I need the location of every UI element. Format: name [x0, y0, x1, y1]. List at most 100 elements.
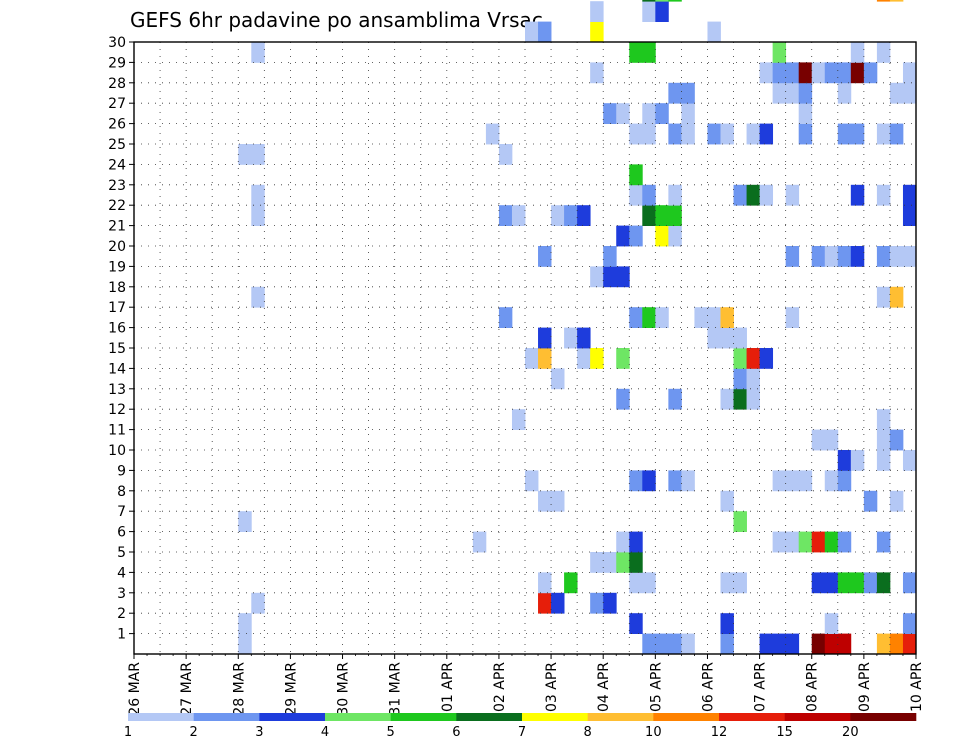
x-tick-label: 09 APR — [857, 662, 873, 712]
colorbar-label: 15 — [776, 725, 793, 740]
ensemble-cell — [629, 164, 643, 186]
ensemble-cell — [642, 123, 656, 145]
y-tick-label: 9 — [117, 463, 126, 479]
ensemble-cell — [720, 327, 734, 349]
ensemble-cell — [902, 246, 917, 267]
colorbar-swatch — [456, 713, 523, 721]
ensemble-cell — [876, 633, 891, 655]
ensemble-cell — [616, 531, 630, 553]
ensemble-cell — [655, 225, 669, 247]
y-tick-label: 10 — [108, 443, 126, 459]
x-tick-label: 26 MAR — [127, 662, 143, 716]
ensemble-cell — [681, 123, 695, 145]
ensemble-cell — [538, 490, 552, 512]
ensemble-cell — [498, 144, 513, 165]
x-tick-label: 04 APR — [596, 662, 612, 712]
ensemble-cell — [733, 348, 747, 369]
ensemble-cell — [616, 225, 630, 247]
ensemble-cell — [642, 470, 656, 492]
ensemble-cell — [785, 531, 800, 553]
colorbar-label: 8 — [584, 725, 592, 740]
y-tick-label: 21 — [108, 219, 126, 235]
ensemble-cell — [785, 633, 800, 655]
ensemble-cell — [551, 592, 565, 614]
ensemble-cell — [811, 531, 826, 553]
ensemble-cell — [733, 572, 747, 594]
ensemble-cell — [889, 0, 904, 2]
ensemble-cell — [824, 429, 839, 451]
ensemble-cell — [876, 409, 891, 430]
x-tick-label: 07 APR — [753, 662, 769, 712]
y-tick-label: 25 — [108, 137, 126, 153]
ensemble-cell — [590, 21, 604, 43]
ensemble-cell — [863, 572, 878, 594]
ensemble-cell — [642, 633, 656, 655]
ensemble-cell — [863, 490, 878, 512]
y-tick-label: 19 — [108, 259, 126, 275]
ensemble-cell — [564, 205, 578, 226]
ensemble-cell — [511, 409, 526, 430]
ensemble-cell — [538, 327, 552, 349]
ensemble-cell — [733, 184, 747, 206]
ensemble-cell — [876, 429, 891, 451]
ensemble-cell — [837, 531, 852, 553]
ensemble-cell — [629, 225, 643, 247]
ensemble-cell — [772, 42, 787, 63]
ensemble-cell — [616, 552, 630, 573]
ensemble-cell — [590, 552, 604, 573]
ensemble-cell — [551, 205, 565, 226]
ensemble-cell — [681, 633, 695, 655]
ensemble-cell — [668, 205, 682, 226]
ensemble-cell — [603, 246, 617, 267]
ensemble-cell — [642, 0, 656, 2]
ensemble-cell — [785, 246, 800, 267]
ensemble-cell — [238, 511, 252, 532]
ensemble-cell — [850, 184, 865, 206]
ensemble-cell — [889, 246, 904, 267]
ensemble-cell — [720, 572, 734, 594]
ensemble-cell — [668, 225, 682, 247]
ensemble-cell — [824, 246, 839, 267]
ensemble-cell — [681, 103, 695, 124]
ensemble-cell — [603, 266, 617, 288]
colorbar-swatch — [259, 713, 326, 721]
ensemble-cell — [720, 307, 734, 328]
ensemble-cell — [876, 450, 891, 471]
ensemble-cell — [642, 572, 656, 594]
ensemble-cell — [525, 21, 539, 43]
y-tick-label: 14 — [108, 361, 126, 377]
y-tick-label: 30 — [108, 35, 126, 51]
ensemble-cell — [837, 123, 852, 145]
ensemble-cell — [902, 82, 917, 104]
ensemble-cell — [798, 531, 813, 553]
y-axis: 1234567891011121314151617181920212223242… — [108, 35, 134, 643]
ensemble-cell — [590, 592, 604, 614]
ensemble-cell — [902, 572, 917, 594]
ensemble-cell — [837, 633, 852, 655]
ensemble-cell — [707, 21, 721, 43]
ensemble-cell — [837, 82, 852, 104]
colorbar-label: 5 — [387, 725, 395, 740]
ensemble-cell — [577, 205, 591, 226]
ensemble-cell — [811, 572, 826, 594]
ensemble-cell — [759, 184, 774, 206]
colorbar-swatch — [193, 713, 260, 721]
ensemble-cell — [746, 123, 760, 145]
ensemble-cell — [889, 82, 904, 104]
ensemble-cell — [251, 42, 265, 63]
ensemble-cell — [238, 613, 252, 634]
ensemble-cell — [889, 490, 904, 512]
ensemble-cell — [642, 184, 656, 206]
ensemble-cell — [538, 246, 552, 267]
ensemble-cell — [616, 103, 630, 124]
x-tick-label: 02 APR — [492, 662, 508, 712]
ensemble-cell — [746, 388, 760, 410]
ensemble-cell — [902, 184, 917, 206]
colorbar-label: 2 — [190, 725, 198, 740]
x-tick-label: 28 MAR — [231, 662, 247, 716]
y-tick-label: 18 — [108, 280, 126, 296]
colorbar-label: 1 — [124, 725, 132, 740]
ensemble-cell — [655, 0, 669, 2]
x-tick-label: 01 APR — [440, 662, 456, 712]
ensemble-cell — [772, 82, 787, 104]
